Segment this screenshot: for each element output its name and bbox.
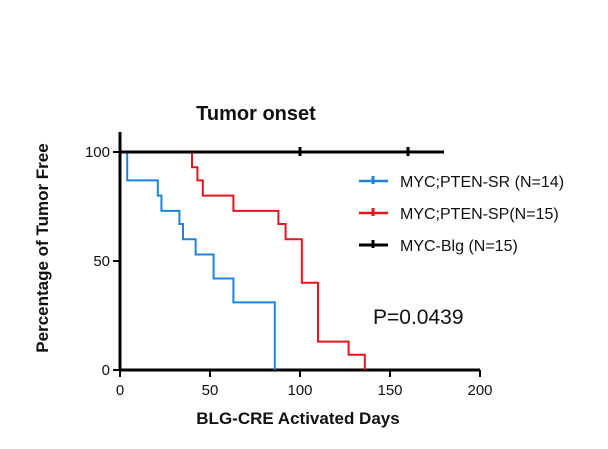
y-axis-label: Percentage of Tumor Free (33, 143, 52, 352)
y-tick-label: 50 (93, 253, 110, 270)
chart-title: Tumor onset (196, 103, 316, 125)
x-tick-label: 0 (116, 382, 124, 399)
x-tick-label: 200 (467, 382, 492, 399)
legend-label-1: MYC;PTEN-SP(N=15) (400, 206, 559, 223)
x-axis-label: BLG-CRE Activated Days (196, 409, 399, 428)
p-value-annotation: P=0.0439 (373, 306, 464, 329)
x-tick-label: 100 (287, 382, 312, 399)
legend-label-2: MYC-Blg (N=15) (400, 238, 518, 255)
plot-area: 0 50 100 150 200 0 50 100 MYC;PTEN-SR (N=14) MYC;… (85, 132, 564, 399)
y-tick-label: 100 (85, 144, 110, 161)
x-tick-label: 150 (377, 382, 402, 399)
series-line-1 (120, 151, 366, 370)
series-line-0 (120, 151, 276, 370)
y-tick-label: 0 (102, 362, 110, 379)
legend-label-0: MYC;PTEN-SR (N=14) (400, 174, 564, 191)
x-tick-label: 50 (202, 382, 219, 399)
